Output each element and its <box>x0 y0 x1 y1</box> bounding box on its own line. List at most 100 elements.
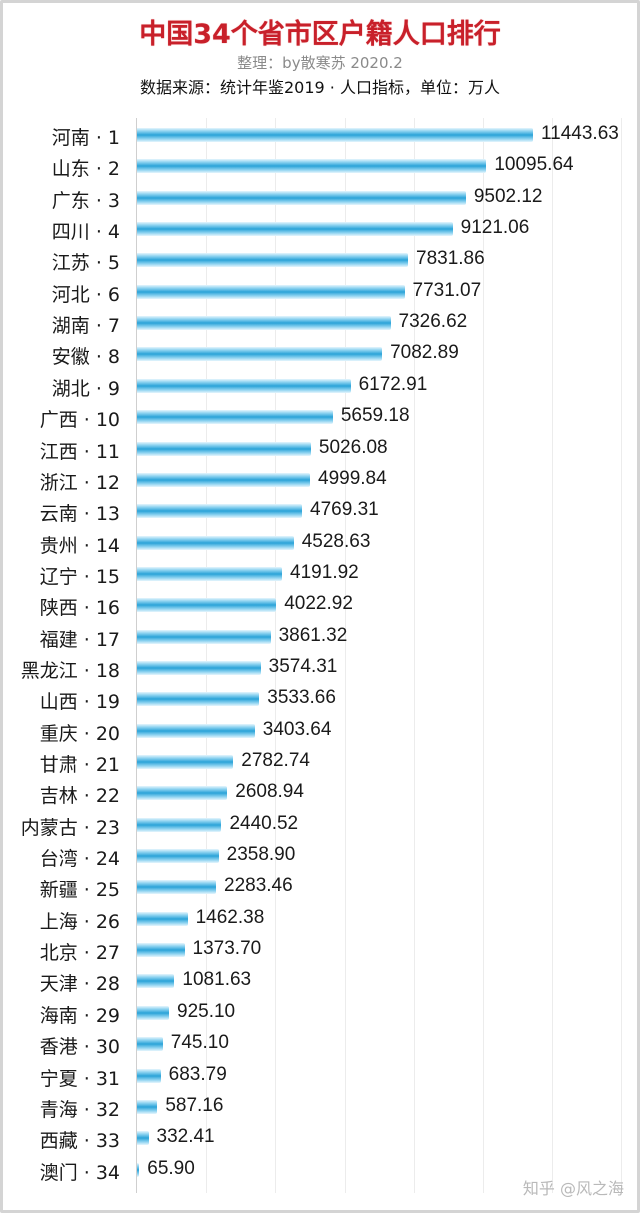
category-label: 浙江 · 12 <box>39 471 120 494</box>
bar <box>137 1162 140 1177</box>
category-label: 吉林 · 22 <box>39 785 120 808</box>
bar <box>137 911 188 926</box>
bar <box>137 190 466 205</box>
value-label: 1462.38 <box>195 906 265 928</box>
value-label: 4022.92 <box>284 593 353 615</box>
bar <box>137 253 409 268</box>
gridline <box>275 118 276 1193</box>
value-label: 10095.64 <box>494 154 574 176</box>
bar <box>137 598 277 613</box>
bar <box>137 128 533 142</box>
category-label: 青海 · 32 <box>39 1098 120 1121</box>
bar-row: 河南 · 1 11443.63 <box>0 120 640 151</box>
bar <box>137 755 234 769</box>
gridline <box>345 118 346 1193</box>
category-label: 山西 · 19 <box>39 691 120 714</box>
category-label: 河南 · 1 <box>51 127 120 149</box>
bar-row: 湖北 · 9 6172.91 <box>0 371 640 402</box>
value-label: 3574.31 <box>268 655 338 677</box>
bar <box>137 943 185 958</box>
bar <box>137 1068 161 1083</box>
bar <box>137 441 311 456</box>
value-label: 683.79 <box>168 1063 227 1085</box>
bar-row: 广西 · 10 5659.18 <box>0 402 640 433</box>
value-label: 4191.92 <box>290 561 359 583</box>
value-label: 2782.74 <box>241 750 310 771</box>
bar <box>137 1131 149 1146</box>
bar-row: 西藏 · 33 332.41 <box>0 1123 640 1154</box>
bar-row: 河北 · 6 7731.07 <box>0 277 640 308</box>
bar-row: 江西 · 11 5026.08 <box>0 434 640 465</box>
bar <box>137 660 261 675</box>
chart-subtitle: 整理：by散寒苏 2020.2 <box>237 54 403 72</box>
value-label: 2283.46 <box>224 875 293 897</box>
bar <box>137 786 228 801</box>
value-label: 6172.91 <box>358 373 428 395</box>
category-label: 福建 · 17 <box>39 628 120 651</box>
bar <box>137 692 260 707</box>
category-label: 台湾 · 24 <box>39 848 120 871</box>
category-label: 云南 · 13 <box>39 503 120 526</box>
bar-row: 香港 · 30 745.10 <box>0 1029 640 1060</box>
bar-row: 黑龙江 · 18 3574.31 <box>0 653 640 684</box>
bar <box>137 1037 163 1052</box>
category-label: 辽宁 · 15 <box>39 565 120 588</box>
bar <box>137 817 222 832</box>
category-label: 安徽 · 8 <box>51 346 120 369</box>
category-label: 贵州 · 14 <box>39 534 120 557</box>
value-label: 332.41 <box>156 1126 215 1148</box>
category-label: 江西 · 11 <box>39 440 120 463</box>
value-label: 5659.18 <box>340 405 410 427</box>
bar-row: 云南 · 13 4769.31 <box>0 496 640 527</box>
value-label: 2358.90 <box>226 844 296 866</box>
gridline <box>552 118 553 1193</box>
bar <box>137 629 271 644</box>
value-label: 3403.64 <box>262 718 332 740</box>
value-label: 7731.07 <box>412 279 482 301</box>
value-label: 3533.66 <box>267 687 336 709</box>
value-label: 4999.84 <box>318 467 387 489</box>
bar-row: 浙江 · 12 4999.84 <box>0 465 640 496</box>
category-label: 黑龙江 · 18 <box>20 659 120 682</box>
data-source-note: 数据来源：统计年鉴2019 · 人口指标，单位：万人 <box>140 78 500 97</box>
category-label: 新疆 · 25 <box>39 879 120 902</box>
gridline <box>621 118 622 1193</box>
bar <box>137 849 219 864</box>
value-label: 2608.94 <box>235 781 304 803</box>
value-label: 65.90 <box>147 1157 195 1179</box>
value-label: 7831.86 <box>416 248 485 270</box>
value-label: 925.10 <box>177 1000 236 1022</box>
value-label: 1373.70 <box>192 938 262 960</box>
category-label: 广西 · 10 <box>39 409 120 432</box>
bar <box>137 284 405 299</box>
bar-row: 贵州 · 14 4528.63 <box>0 528 640 559</box>
category-label: 香港 · 30 <box>39 1036 120 1059</box>
bar-row: 湖南 · 7 7326.62 <box>0 308 640 339</box>
value-label: 7326.62 <box>398 311 468 333</box>
bar <box>137 723 255 738</box>
gridline <box>206 118 207 1193</box>
bar-row: 天津 · 28 1081.63 <box>0 966 640 997</box>
category-label: 甘肃 · 21 <box>39 754 120 776</box>
bar-row: 海南 · 29 925.10 <box>0 998 640 1029</box>
bar <box>137 880 217 895</box>
bar-row: 青海 · 32 587.16 <box>0 1092 640 1123</box>
category-label: 内蒙古 · 23 <box>20 816 120 839</box>
watermark: 知乎 @风之海 <box>522 1179 624 1198</box>
value-label: 5026.08 <box>318 436 388 458</box>
bar-row: 新疆 · 25 2283.46 <box>0 872 640 903</box>
category-label: 四川 · 4 <box>51 221 120 244</box>
category-label: 广东 · 3 <box>51 189 120 212</box>
bar <box>137 535 294 550</box>
bar <box>137 472 311 487</box>
bar-row: 宁夏 · 31 683.79 <box>0 1061 640 1092</box>
bar <box>137 566 283 581</box>
value-label: 3861.32 <box>278 624 348 646</box>
bar-row: 内蒙古 · 23 2440.52 <box>0 810 640 841</box>
bar-row: 辽宁 · 15 4191.92 <box>0 559 640 590</box>
category-label: 湖南 · 7 <box>51 315 120 338</box>
bar <box>137 410 333 425</box>
category-label: 湖北 · 9 <box>51 377 120 400</box>
bar <box>137 504 303 519</box>
